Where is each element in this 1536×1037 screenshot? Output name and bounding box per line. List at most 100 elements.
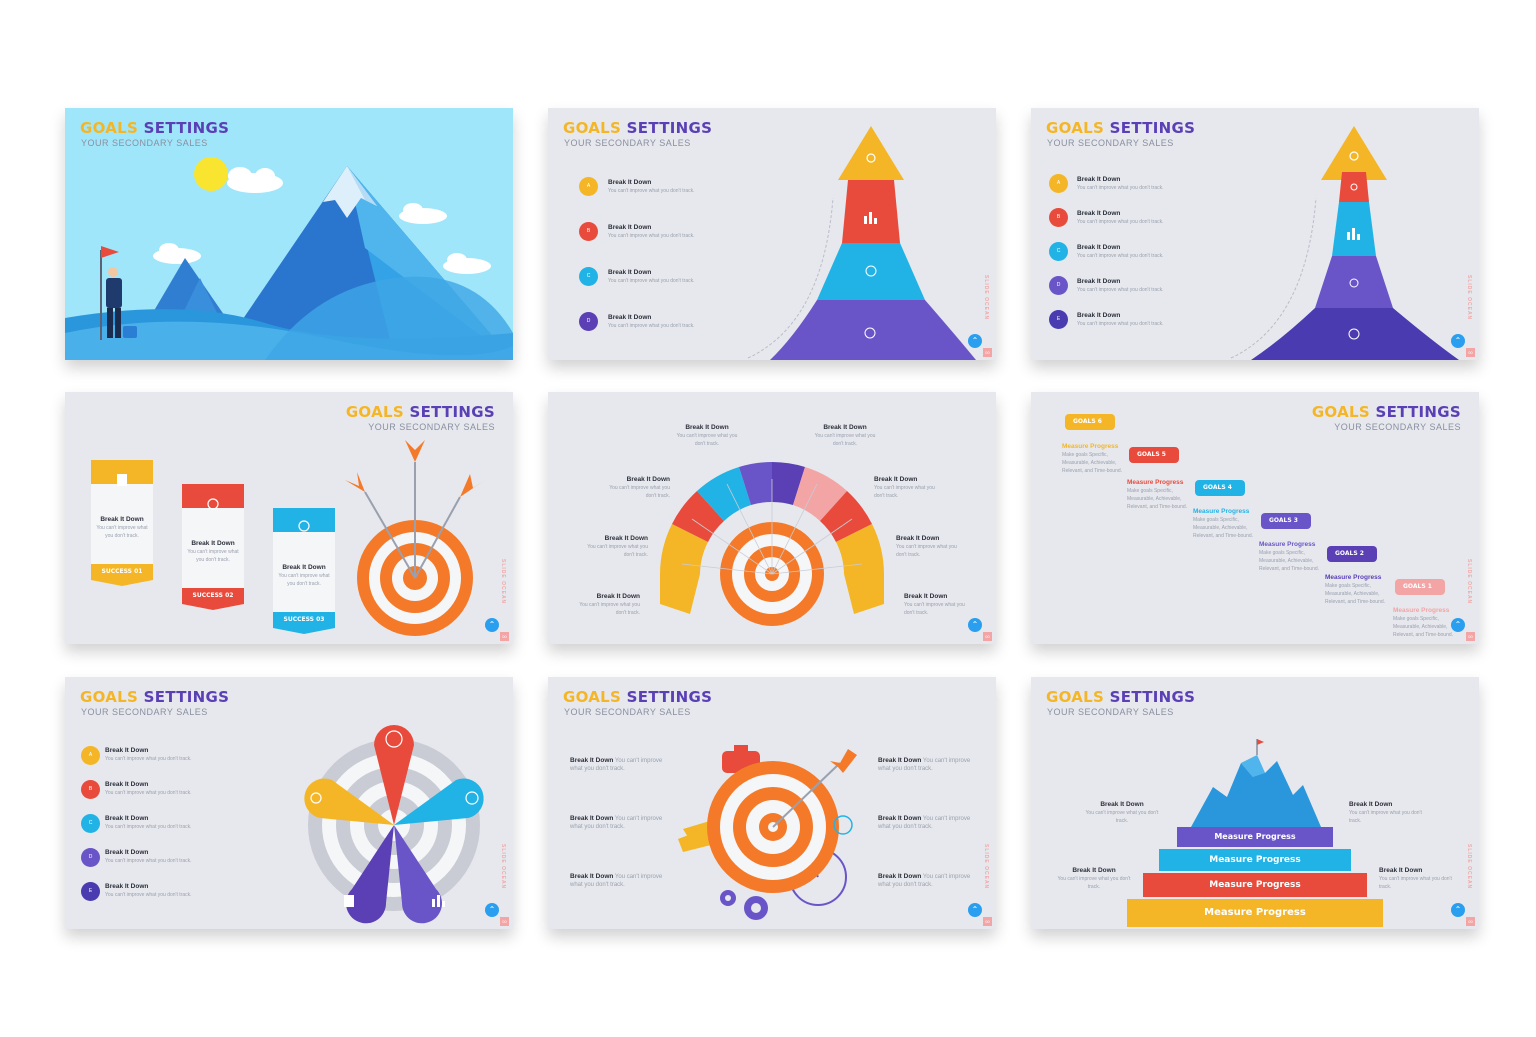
side-note: Break It Down You can't improve what you…	[878, 873, 971, 888]
title-part1: GOALS	[1046, 688, 1105, 706]
brain-icon	[865, 265, 877, 277]
segment-label: Break It Down You can't improve what you …	[609, 476, 670, 499]
arrow-funnel-graphic	[1230, 126, 1459, 360]
target-icon	[1350, 183, 1358, 191]
page-number: 00	[500, 917, 509, 926]
bullet-a: A	[1049, 174, 1068, 193]
side-note: Break It Down You can't improve what you…	[878, 757, 971, 772]
segment-label: Break It Down You can't improve what you …	[896, 535, 957, 558]
page-number: 00	[983, 348, 992, 357]
title-part1: GOALS	[80, 119, 139, 137]
slide-6-goals-staircase[interactable]: GOALS SETTINGS YOUR SECONDARY SALES GOAL…	[1031, 392, 1479, 644]
slide-3-arrow-chart[interactable]: GOALS SETTINGS YOUR SECONDARY SALES A Br…	[1031, 108, 1479, 360]
check-icon	[207, 498, 219, 510]
slide-6-title: GOALS SETTINGS	[1312, 403, 1461, 421]
list-item: Break It Down You can't improve what you …	[1077, 312, 1164, 327]
bullet-a: A	[579, 177, 598, 196]
list-item: Break It Down You can't improve what you …	[1077, 176, 1164, 191]
segment-label: Break It Down You can't improve what you …	[874, 476, 935, 499]
goal-desc: Measure Progress Make goals Specific, Mea…	[1062, 443, 1123, 474]
bullet-c: C	[1049, 242, 1068, 261]
goal-tag: GOALS 2	[1335, 550, 1364, 557]
title-part2: SETTINGS	[1375, 403, 1461, 421]
slide-2-subtitle: YOUR SECONDARY SALES	[564, 138, 691, 148]
clock-icon	[864, 327, 876, 339]
slide-9-title: GOALS SETTINGS	[1046, 688, 1195, 706]
brand-text: SLIDE OCEAN	[1466, 843, 1472, 889]
page-number: 00	[500, 632, 509, 641]
bar-chart-icon	[432, 899, 435, 907]
title-part2: SETTINGS	[143, 119, 230, 137]
list-item: Break It Down You can't improve what you …	[1077, 244, 1164, 259]
slide-8-title: GOALS SETTINGS	[563, 688, 712, 706]
slide-4-success-banners[interactable]: GOALS SETTINGS YOUR SECONDARY SALES Brea…	[65, 392, 513, 644]
mountain-illustration	[65, 157, 513, 360]
segment-label: Break It Down You can't improve what you …	[676, 424, 738, 447]
brand-logo-icon: ⌃	[1451, 334, 1465, 348]
brand-text: SLIDE OCEAN	[500, 843, 506, 889]
success-label: SUCCESS 01	[101, 568, 143, 575]
title-part1: GOALS	[563, 688, 622, 706]
stopwatch-target-graphic	[678, 745, 857, 920]
bullet-d: D	[81, 848, 100, 867]
slide-9-pyramid-steps[interactable]: GOALS SETTINGS YOUR SECONDARY SALES Meas…	[1031, 677, 1479, 929]
goals-tags-graphic	[1065, 414, 1445, 595]
pyramid-graphic	[1127, 739, 1383, 927]
brand-logo-icon: ⌃	[485, 618, 499, 632]
page-number: 00	[1466, 348, 1475, 357]
slide-3-title: GOALS SETTINGS	[1046, 119, 1195, 137]
bullet-e: E	[81, 882, 100, 901]
list-item: Break It Down You can't improve what you …	[105, 849, 192, 864]
brand-logo-icon: ⌃	[968, 334, 982, 348]
slide-1-subtitle: YOUR SECONDARY SALES	[81, 138, 208, 148]
slide-6-subtitle: YOUR SECONDARY SALES	[1334, 422, 1461, 432]
bullet-d: D	[579, 312, 598, 331]
gear-icon	[465, 791, 479, 805]
slide-1-mountain[interactable]: GOALS SETTINGS YOUR SECONDARY SALES	[65, 108, 513, 360]
list-item: Break It Down You can't improve what you …	[608, 224, 695, 239]
list-item: Break It Down You can't improve what you …	[608, 314, 695, 329]
list-item: Break It Down You can't improve what you …	[105, 781, 192, 796]
goal-desc: Measure Progress Make goals Specific, Mea…	[1259, 541, 1320, 572]
list-item: Break It Down You can't improve what you …	[608, 179, 695, 194]
brand-text: SLIDE OCEAN	[500, 558, 506, 604]
goal-tag: GOALS 3	[1269, 517, 1298, 524]
slide-8-stopwatch-target[interactable]: GOALS SETTINGS YOUR SECONDARY SALES Brea…	[548, 677, 996, 929]
segment-label: Break It Down You can't improve what you …	[904, 593, 965, 616]
page-number: 00	[1466, 632, 1475, 641]
side-note: Break It Down You can't improve what you…	[570, 815, 663, 830]
pyramid-label: Measure Progress	[1209, 855, 1301, 865]
title-part2: SETTINGS	[626, 688, 713, 706]
banner-text: Break It Down You can't improve what you …	[96, 516, 148, 539]
brand-text: SLIDE OCEAN	[1466, 274, 1472, 320]
bullet-b: B	[81, 780, 100, 799]
timer-icon	[385, 730, 403, 748]
slide-7-petal-target[interactable]: GOALS SETTINGS YOUR SECONDARY SALES A Br…	[65, 677, 513, 929]
brand-text: SLIDE OCEAN	[983, 843, 989, 889]
page-number: 00	[983, 632, 992, 641]
slide-2-arrow-chart[interactable]: GOALS SETTINGS YOUR SECONDARY SALES A Br…	[548, 108, 996, 360]
banner-text: Break It Down You can't improve what you …	[278, 564, 330, 587]
brand-logo-icon: ⌃	[485, 903, 499, 917]
lightbulb-icon	[1349, 278, 1359, 288]
gear-icon	[298, 520, 310, 532]
brand-logo-icon: ⌃	[968, 903, 982, 917]
segment-label: Break It Down You can't improve what you …	[587, 535, 648, 558]
title-part2: SETTINGS	[409, 403, 495, 421]
lightbulb-icon	[833, 815, 853, 835]
success-label: SUCCESS 02	[192, 592, 234, 599]
semicircle-target-graphic	[660, 462, 884, 626]
slide-8-subtitle: YOUR SECONDARY SALES	[564, 707, 691, 717]
slide-5-semicircle-target[interactable]: Break It Down You can't improve what you …	[548, 392, 996, 644]
bar-chart-icon	[864, 216, 867, 224]
page-number: 00	[1466, 917, 1475, 926]
title-part1: GOALS	[563, 119, 622, 137]
bullet-a: A	[81, 746, 100, 765]
pyramid-label: Measure Progress	[1209, 880, 1301, 890]
pyramid-note: Break It Down You can't improve what you …	[1085, 801, 1159, 824]
segment-label: Break It Down You can't improve what you …	[579, 593, 640, 616]
goal-desc: Measure Progress Make goals Specific, Mea…	[1193, 508, 1254, 539]
goal-tag: GOALS 1	[1403, 583, 1432, 590]
document-icon	[344, 895, 354, 907]
bar-chart-icon	[1347, 232, 1350, 240]
